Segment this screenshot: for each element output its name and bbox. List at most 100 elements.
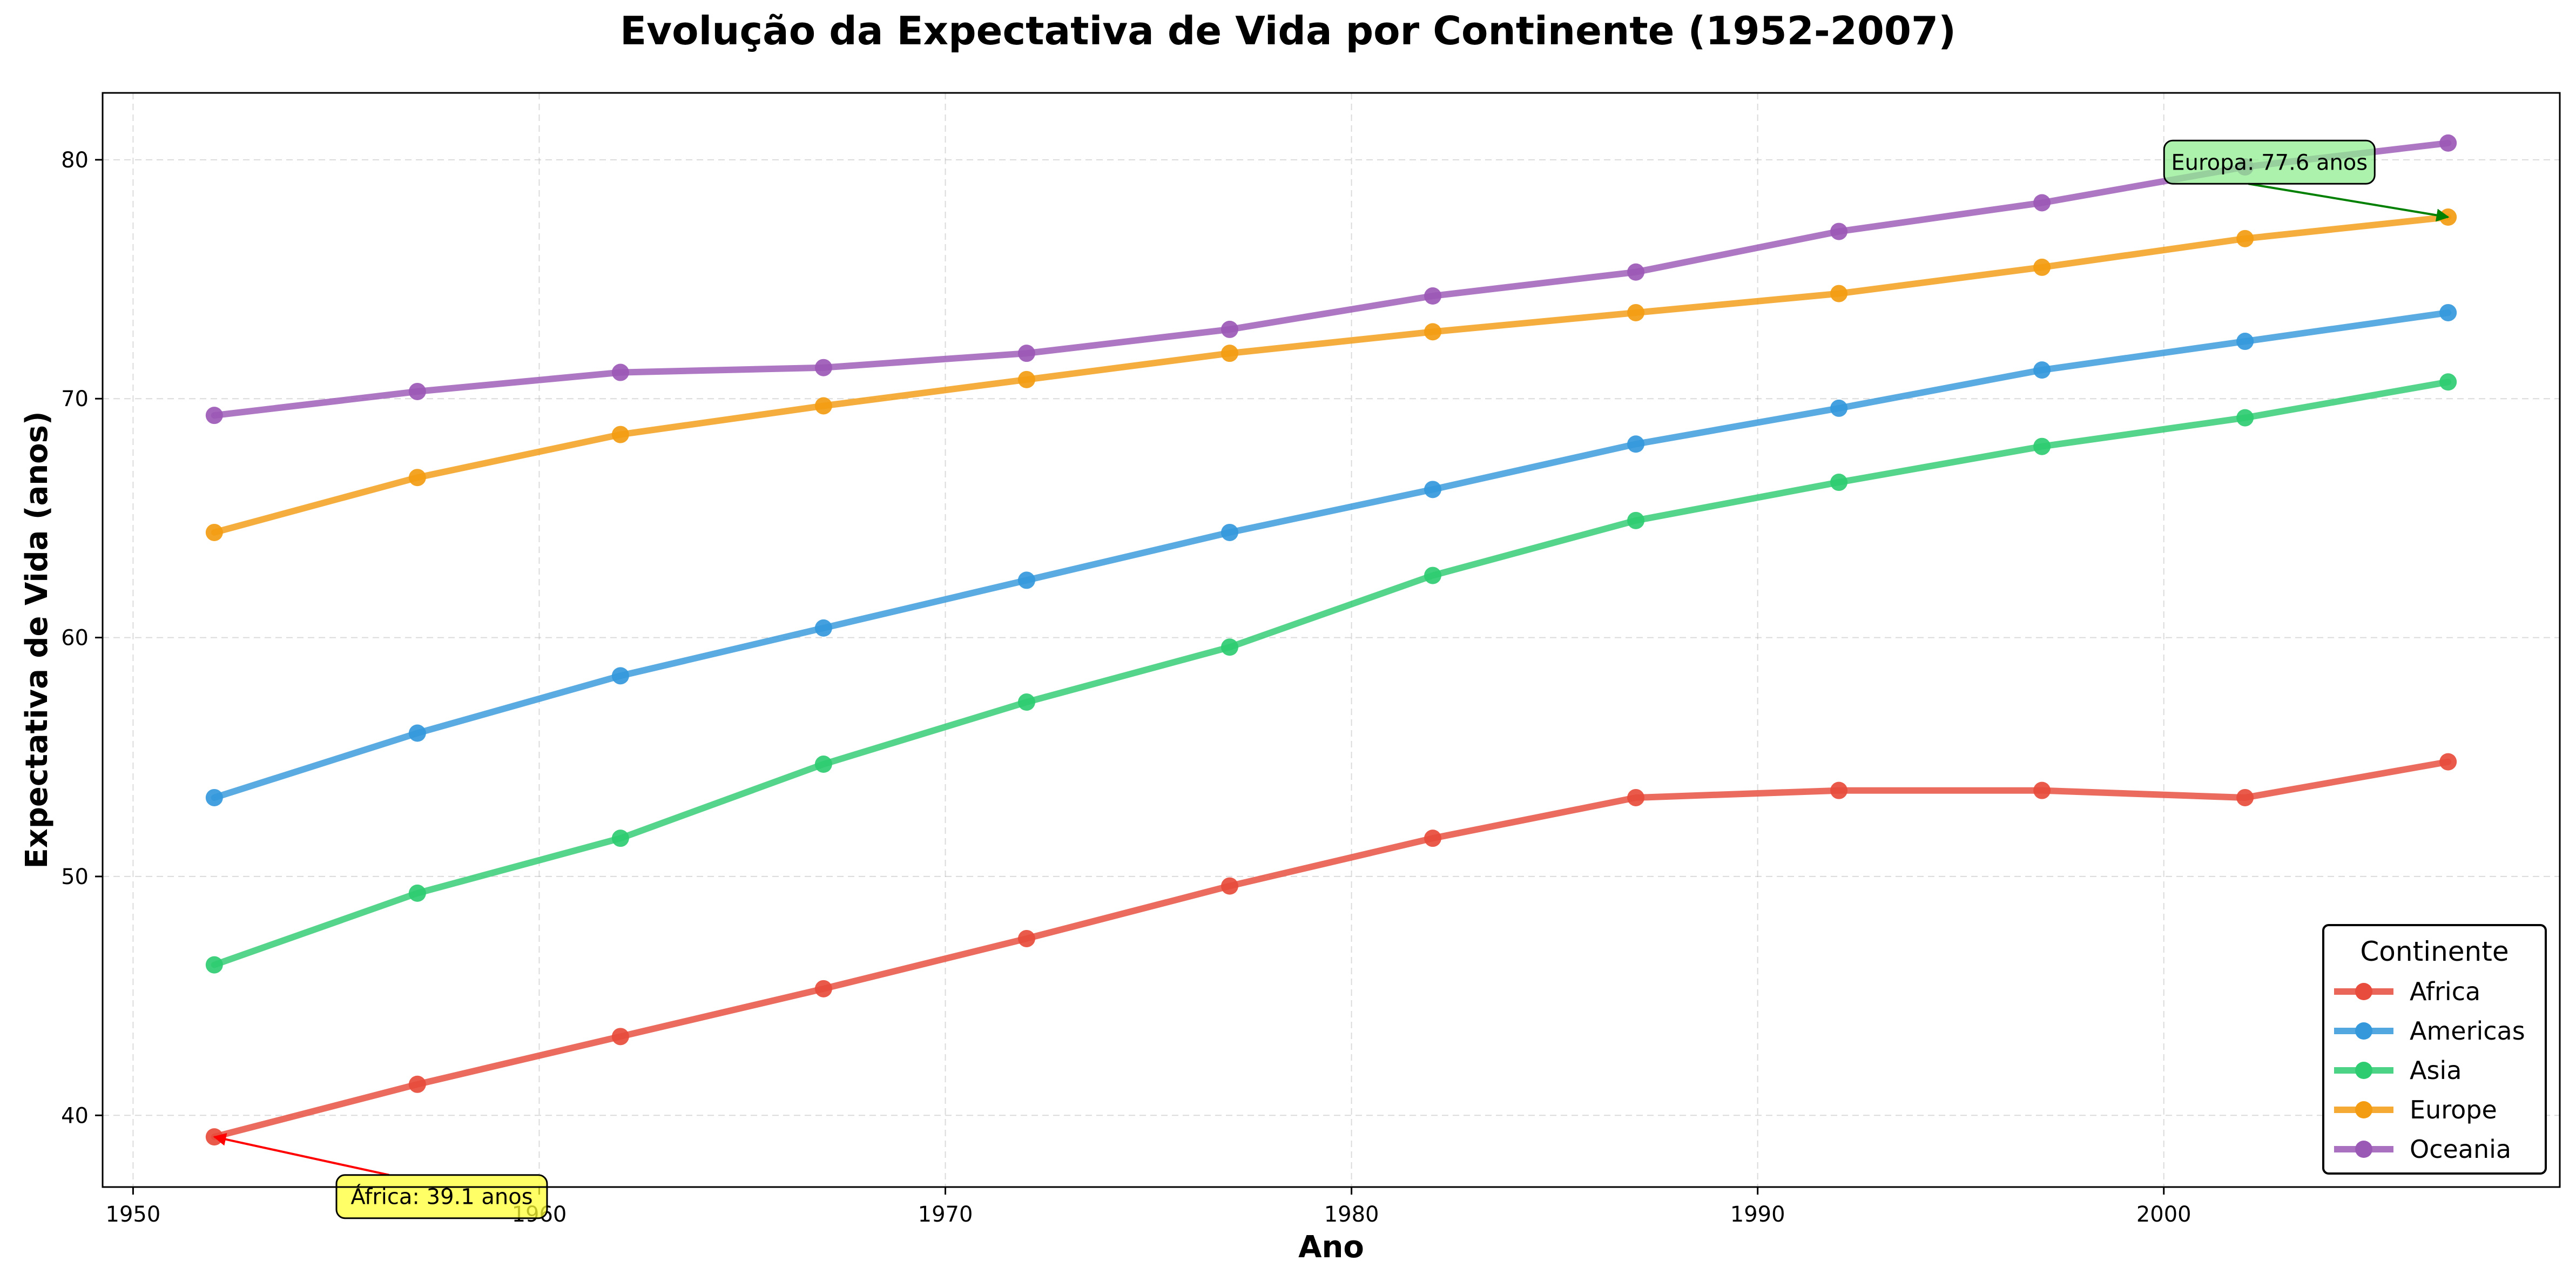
legend-swatch-marker <box>2355 1022 2372 1040</box>
series-oceania <box>205 134 2457 424</box>
legend-label: Asia <box>2410 1056 2462 1085</box>
plot-frame <box>102 92 2561 1188</box>
data-point-oceania <box>2439 134 2457 152</box>
data-point-africa <box>1830 781 1848 799</box>
data-point-africa <box>408 1075 426 1093</box>
legend-items: Africa Americas Asia Europe Oceania <box>2334 977 2525 1164</box>
x-tick-label: 2000 <box>2136 1202 2191 1227</box>
data-point-americas <box>1627 435 1645 453</box>
data-point-asia <box>1220 638 1238 656</box>
data-point-asia <box>814 756 832 773</box>
y-axis-label: Expectativa de Vida (anos) <box>19 411 55 868</box>
data-point-africa <box>2236 788 2254 806</box>
series-africa <box>205 753 2457 1146</box>
legend-swatch-marker <box>2355 1062 2372 1079</box>
x-tick-label: 1950 <box>106 1202 161 1227</box>
data-point-europe <box>408 469 426 487</box>
data-point-americas <box>2236 333 2254 350</box>
data-point-oceania <box>611 363 629 381</box>
data-point-asia <box>611 830 629 847</box>
axis-ticks: 1950196019701980199020004050607080 <box>61 148 2191 1227</box>
legend-label: Americas <box>2410 1016 2525 1046</box>
y-tick-label: 70 <box>61 387 89 412</box>
data-point-africa <box>1220 877 1238 895</box>
annotation-box <box>335 1174 548 1219</box>
data-point-europe <box>1830 285 1848 302</box>
legend-item-europe: Europe <box>2334 1095 2497 1124</box>
x-axis-label: Ano <box>1298 1230 1364 1265</box>
data-point-europe <box>814 397 832 415</box>
annotation-callout: África: 39.1 anos <box>213 1132 548 1219</box>
data-point-oceania <box>1627 263 1645 281</box>
data-point-oceania <box>408 382 426 400</box>
data-point-africa <box>1627 788 1645 806</box>
data-point-americas <box>1017 571 1035 589</box>
data-point-asia <box>1424 567 1442 584</box>
annotation-arrow <box>2248 183 2450 222</box>
data-point-americas <box>2033 361 2051 379</box>
data-point-oceania <box>1017 345 1035 362</box>
y-tick-label: 60 <box>61 626 89 651</box>
series-line-asia <box>211 379 2452 968</box>
data-point-africa <box>1017 929 1035 947</box>
annotation-label: África: 39.1 anos <box>350 1184 532 1210</box>
series-line-africa <box>211 758 2452 1141</box>
annotations: África: 39.1 anos Europa: 77.6 anos <box>213 139 2450 1219</box>
data-point-europe <box>611 426 629 443</box>
series-line-americas <box>211 309 2452 801</box>
legend-item-oceania: Oceania <box>2334 1135 2511 1164</box>
data-point-asia <box>2236 409 2254 427</box>
data-point-oceania <box>2033 194 2051 212</box>
data-point-oceania <box>1220 320 1238 338</box>
data-point-africa <box>814 980 832 997</box>
data-point-europe <box>1627 304 1645 321</box>
data-point-europe <box>1424 323 1442 341</box>
data-point-oceania <box>205 407 223 424</box>
grid <box>103 93 2560 1187</box>
data-point-americas <box>1220 523 1238 541</box>
plot-area <box>103 93 2560 1187</box>
x-tick-label: 1980 <box>1324 1202 1379 1227</box>
data-point-europe <box>1220 345 1238 362</box>
chart-title: Evolução da Expectativa de Vida por Cont… <box>620 8 1956 53</box>
data-point-americas <box>814 619 832 637</box>
y-tick-label: 50 <box>61 865 89 889</box>
series-europe <box>205 208 2457 541</box>
data-point-asia <box>1017 693 1035 711</box>
data-point-europe <box>2236 230 2254 247</box>
legend-swatch-marker <box>2355 1101 2372 1118</box>
legend: Continente Africa Americas Asia Europe Ocean… <box>2322 924 2547 1175</box>
legend-swatch-marker <box>2355 983 2372 1000</box>
series-asia <box>205 373 2457 974</box>
x-tick-label: 1990 <box>1730 1202 1785 1227</box>
annotation-callout: Europa: 77.6 anos <box>2163 139 2450 222</box>
data-point-oceania <box>1830 223 1848 240</box>
legend-label: Europe <box>2410 1095 2497 1124</box>
x-tick-label: 1970 <box>918 1202 973 1227</box>
data-point-europe <box>1017 370 1035 388</box>
y-tick-label: 80 <box>61 148 89 173</box>
data-point-americas <box>611 667 629 685</box>
legend-label: Oceania <box>2410 1135 2511 1164</box>
legend-item-asia: Asia <box>2334 1056 2462 1085</box>
data-point-oceania <box>1424 287 1442 305</box>
data-point-africa <box>611 1028 629 1046</box>
data-point-oceania <box>814 359 832 376</box>
data-point-asia <box>1627 511 1645 529</box>
data-point-europe <box>205 523 223 541</box>
series-layer <box>205 134 2457 1146</box>
data-point-asia <box>408 884 426 902</box>
data-point-asia <box>2439 373 2457 391</box>
data-point-americas <box>205 788 223 806</box>
data-point-asia <box>205 956 223 974</box>
data-point-europe <box>2033 258 2051 276</box>
annotation-box <box>2163 139 2376 185</box>
data-point-asia <box>1830 474 1848 491</box>
data-point-americas <box>2439 304 2457 321</box>
legend-title: Continente <box>2360 936 2508 967</box>
legend-label: Africa <box>2410 977 2480 1006</box>
legend-item-africa: Africa <box>2334 977 2480 1006</box>
y-tick-label: 40 <box>61 1103 89 1128</box>
data-point-asia <box>2033 437 2051 455</box>
